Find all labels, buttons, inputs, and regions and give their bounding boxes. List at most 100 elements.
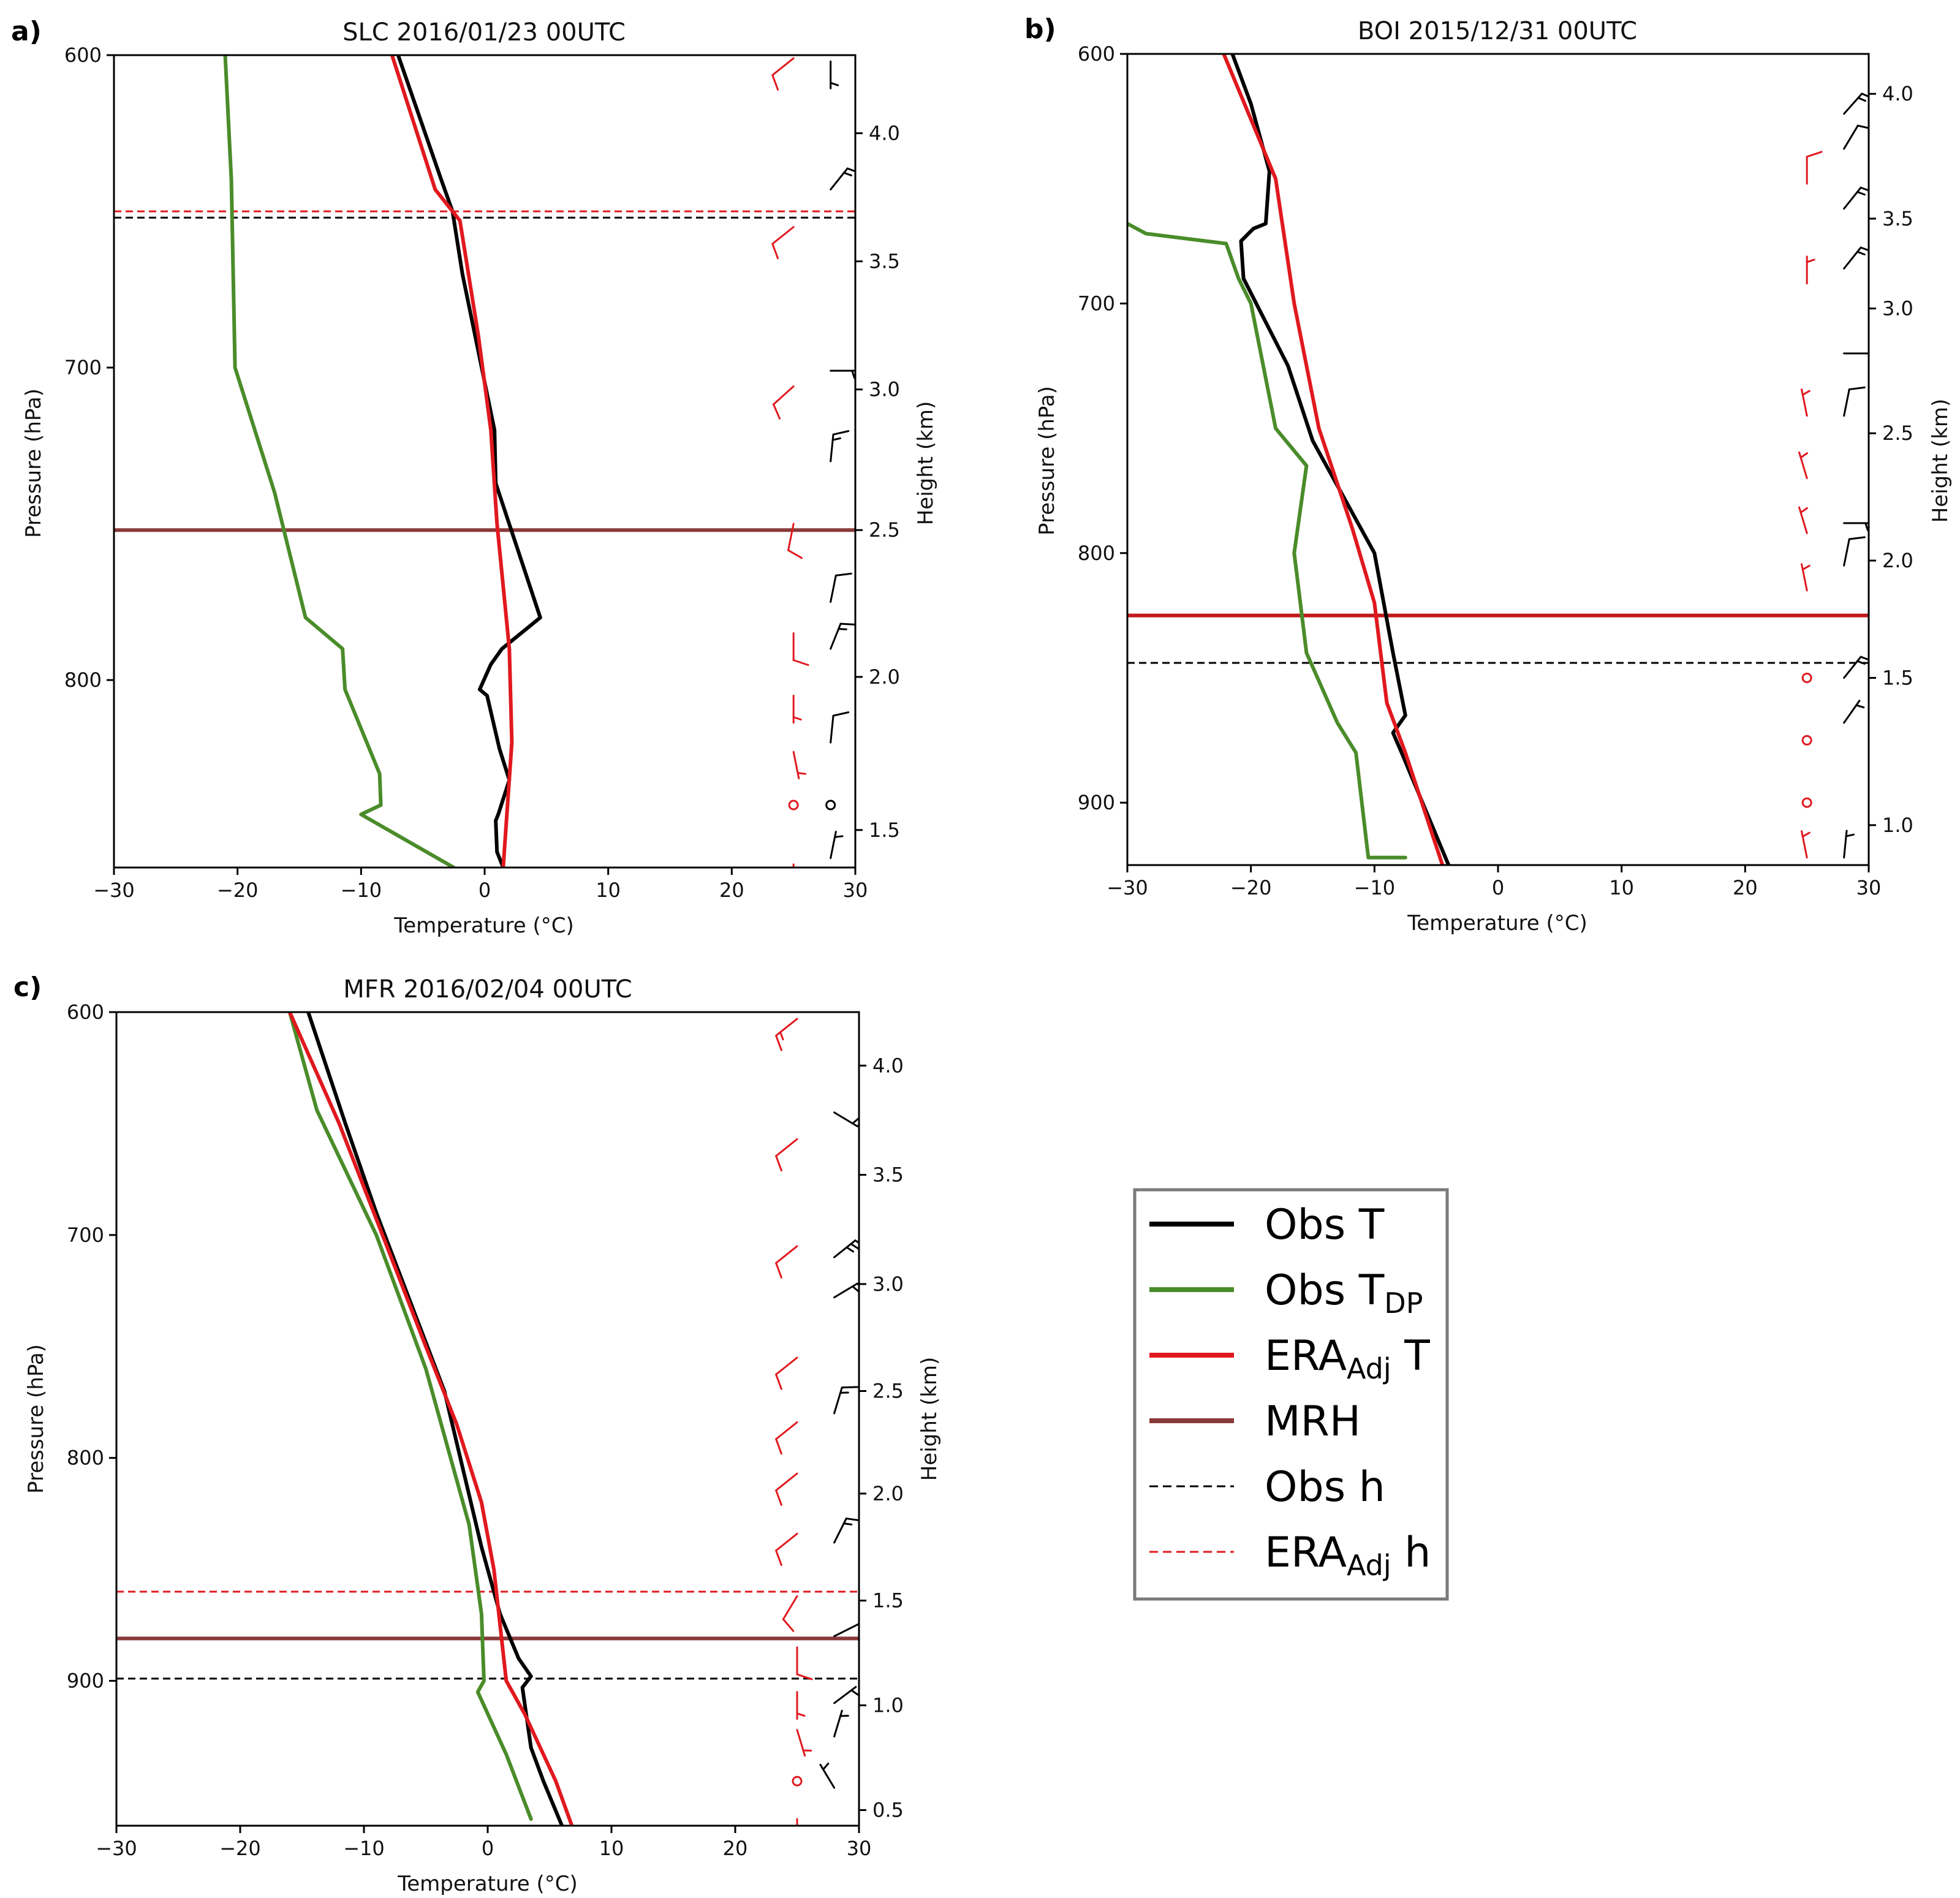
barb-full xyxy=(771,243,779,260)
y-tick-label: 600 xyxy=(1078,42,1115,66)
legend-box xyxy=(1133,1188,1449,1601)
y2-axis-label: Height (km) xyxy=(917,1357,942,1481)
y2-tick-label: 3.0 xyxy=(1882,297,1913,320)
legend-item-era_t: ERAAdj T xyxy=(1149,1332,1430,1385)
y2-tick-label: 3.0 xyxy=(869,378,900,401)
era-wind-barb xyxy=(771,57,795,91)
barb-half xyxy=(830,81,839,86)
barb-full xyxy=(775,1034,782,1051)
y2-tick-label: 4.0 xyxy=(869,122,900,145)
obs-wind-barb xyxy=(830,369,855,379)
barb-shaft xyxy=(833,1239,857,1258)
barb-full xyxy=(771,74,779,91)
legend-label: ERAAdj h xyxy=(1265,1529,1431,1582)
barb-half xyxy=(1857,97,1867,102)
y-axis-label: Pressure (hPa) xyxy=(1035,386,1059,535)
x-tick-label: 10 xyxy=(599,1837,624,1860)
x-tick-label: −20 xyxy=(219,1837,261,1860)
y-tick-label: 700 xyxy=(1078,292,1115,315)
legend-label: Obs TDP xyxy=(1265,1266,1423,1320)
y2-tick-label: 1.0 xyxy=(1882,814,1913,837)
x-axis-label: Temperature (°C) xyxy=(397,1872,577,1896)
era-wind-barb xyxy=(796,1729,812,1757)
era-wind-barb xyxy=(1806,151,1823,185)
barb-half xyxy=(1855,704,1865,709)
barb-full xyxy=(1848,536,1866,540)
barb-half xyxy=(796,772,807,775)
era-wind-barb xyxy=(1806,255,1815,285)
barb-full xyxy=(796,1673,813,1681)
barb-shaft xyxy=(775,1356,798,1375)
barb-shaft xyxy=(833,1386,843,1415)
barb-full xyxy=(832,711,850,717)
barb-shaft xyxy=(772,385,795,406)
x-tick-label: 30 xyxy=(843,879,868,902)
x-tick-label: 30 xyxy=(1856,876,1882,899)
era-wind-barb xyxy=(772,385,795,420)
obs-wind-barb xyxy=(830,711,850,744)
era-wind-barb xyxy=(792,751,807,779)
barb-half xyxy=(1856,251,1866,255)
y2-tick-label: 4.0 xyxy=(872,1054,904,1077)
barb-full xyxy=(792,659,809,666)
obs-wind-barb xyxy=(1843,536,1866,567)
y2-tick-label: 4.0 xyxy=(1882,82,1913,105)
y2-tick-label: 2.5 xyxy=(872,1380,904,1403)
legend-label-base: Obs T xyxy=(1265,1201,1385,1249)
barb-shaft xyxy=(1843,656,1862,679)
barb-shaft xyxy=(1843,124,1859,150)
y2-tick-label: 2.0 xyxy=(869,665,900,689)
panel-label: c) xyxy=(13,972,42,1003)
y2-axis-label: Height (km) xyxy=(914,401,938,526)
obs-wind-barb xyxy=(819,1763,836,1789)
barb-half xyxy=(1799,452,1808,459)
series-obs-t xyxy=(306,1012,564,1826)
y2-tick-label: 3.5 xyxy=(1882,207,1913,230)
barb-shaft xyxy=(1843,246,1862,270)
obs-wind-barb xyxy=(833,1239,859,1258)
era-calm-barb xyxy=(792,1775,803,1786)
x-tick-label: −30 xyxy=(96,1837,137,1860)
x-tick-label: 20 xyxy=(719,879,744,902)
y-tick-label: 600 xyxy=(67,1000,104,1024)
barb-full xyxy=(775,1155,782,1172)
x-tick-label: 0 xyxy=(482,1837,494,1860)
series-era-t xyxy=(287,1012,574,1826)
barb-shaft xyxy=(1843,700,1861,724)
y-tick-label: 900 xyxy=(1078,791,1115,814)
barb-shaft xyxy=(833,1518,847,1544)
barb-shaft xyxy=(775,1421,798,1440)
era-calm-barb xyxy=(1801,672,1812,683)
plot-marks: −30 −20 −10 0 10 20 30 600 700 800 4.0 3.5 3.0 2.5 2.0… xyxy=(64,43,900,902)
obs-wind-barb xyxy=(1843,700,1865,724)
panel-b: b) BOI 2015/12/31 00UTC −30 −20 −10 0 10 20 30… xyxy=(1024,13,1953,936)
barb-shaft xyxy=(833,1282,858,1299)
era-wind-barb xyxy=(1798,451,1808,480)
era-wind-barb xyxy=(775,1138,798,1172)
legend-label-subscript: Adj xyxy=(1347,1549,1391,1582)
y2-tick-label: 0.5 xyxy=(872,1799,904,1822)
x-tick-label: 20 xyxy=(1733,876,1758,899)
barb-full xyxy=(850,1242,859,1250)
x-tick-label: 10 xyxy=(596,879,621,902)
era-wind-barb xyxy=(1801,830,1811,859)
era-wind-barb xyxy=(775,1421,798,1455)
barb-shaft xyxy=(796,1729,806,1757)
y2-tick-label: 3.5 xyxy=(869,250,900,273)
barb-full xyxy=(782,1618,795,1632)
barb-shaft xyxy=(782,1595,798,1620)
barb-shaft xyxy=(1843,388,1850,417)
barb-shaft xyxy=(830,574,837,603)
plot-marks: −30 −20 −10 0 10 20 30 600 700 800 900 4.0 3.5 3.0 2.5… xyxy=(1078,42,1913,899)
plot-area xyxy=(116,1012,859,1826)
barb-shaft xyxy=(1843,186,1862,210)
barb-shaft xyxy=(833,1623,859,1638)
barb-shaft xyxy=(1843,538,1850,567)
barb-shaft xyxy=(775,1018,798,1037)
x-tick-label: −20 xyxy=(217,879,259,902)
barb-half xyxy=(851,369,855,379)
y-tick-label: 900 xyxy=(67,1669,104,1693)
legend-label-suffix: h xyxy=(1391,1529,1431,1577)
